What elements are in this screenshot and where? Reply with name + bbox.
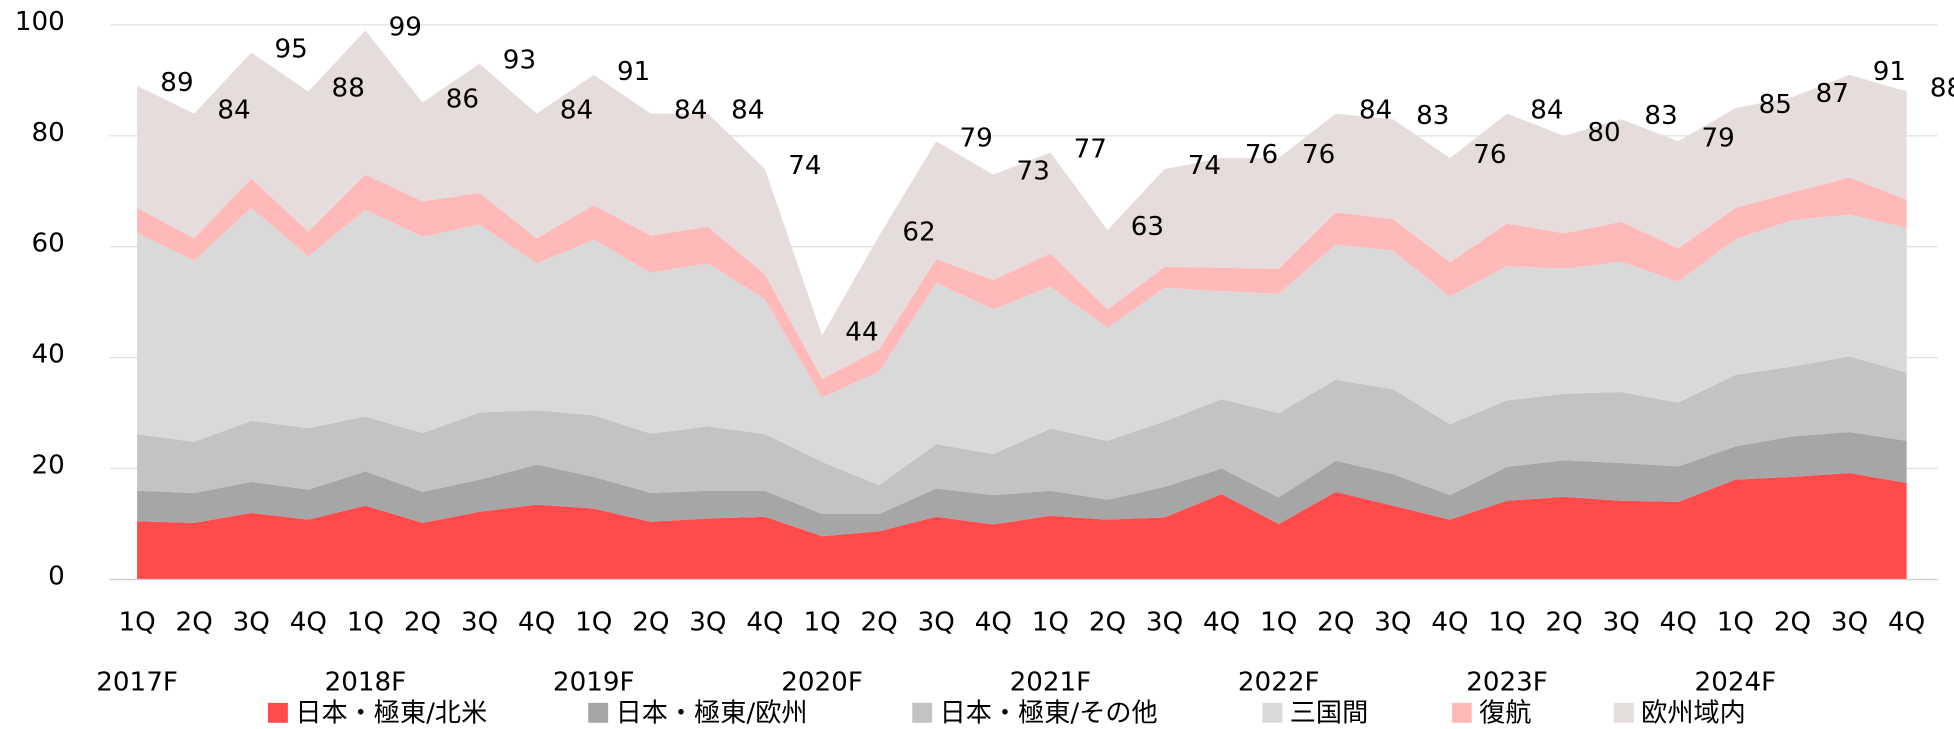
x-tick-label: 2Q <box>1546 608 1583 638</box>
x-tick-label: 3Q <box>689 608 726 638</box>
x-tick-label: 2Q <box>176 608 213 638</box>
x-tick-label: 4Q <box>290 608 327 638</box>
x-tick-label: 3Q <box>1603 608 1640 638</box>
year-label: 2022F <box>1238 667 1320 697</box>
x-tick-label: 4Q <box>1888 608 1925 638</box>
x-tick-label: 2Q <box>632 608 669 638</box>
total-label: 84 <box>731 96 764 126</box>
x-tick-label: 1Q <box>118 608 155 638</box>
total-label: 84 <box>1359 96 1392 126</box>
total-label: 76 <box>1302 140 1335 170</box>
legend-label: 日本・極東/その他 <box>940 699 1158 729</box>
total-label: 93 <box>503 46 536 76</box>
total-label: 88 <box>332 73 365 103</box>
area <box>137 174 1907 398</box>
x-tick-label: 1Q <box>347 608 384 638</box>
x-tick-label: 4Q <box>746 608 783 638</box>
total-label: 83 <box>1644 101 1677 131</box>
total-label: 79 <box>959 123 992 153</box>
total-label: 91 <box>1873 57 1906 87</box>
x-tick-label: 1Q <box>1260 608 1297 638</box>
x-tick-label: 3Q <box>1831 608 1868 638</box>
total-label: 84 <box>674 96 707 126</box>
y-tick-label: 0 <box>48 561 65 591</box>
legend-swatch <box>1451 702 1472 723</box>
x-tick-label: 1Q <box>803 608 840 638</box>
year-label: 2018F <box>325 667 407 697</box>
total-label: 84 <box>560 96 593 126</box>
legend-label: 三国間 <box>1290 699 1368 729</box>
legend-label: 日本・極東/北米 <box>295 699 487 729</box>
legend-swatch <box>912 702 933 723</box>
x-tick-label: 2Q <box>1089 608 1126 638</box>
x-tick-label: 2Q <box>1774 608 1811 638</box>
x-tick-label: 1Q <box>1717 608 1754 638</box>
x-tick-label: 4Q <box>1431 608 1468 638</box>
total-label: 80 <box>1587 118 1620 148</box>
year-label: 2021F <box>1010 667 1092 697</box>
area <box>137 472 1907 580</box>
legend-label: 日本・極東/欧州 <box>616 699 808 729</box>
x-tick-label: 3Q <box>918 608 955 638</box>
total-label: 89 <box>160 68 193 98</box>
x-tick-label: 2Q <box>404 608 441 638</box>
year-label: 2023F <box>1466 667 1548 697</box>
legend-label: 欧州域内 <box>1641 699 1746 729</box>
x-tick-label: 3Q <box>1146 608 1183 638</box>
area <box>137 356 1907 515</box>
y-tick-label: 40 <box>32 340 65 370</box>
total-label: 87 <box>1816 79 1849 109</box>
x-tick-label: 4Q <box>518 608 555 638</box>
x-tick-label: 1Q <box>1488 608 1525 638</box>
total-label: 73 <box>1017 157 1050 187</box>
legend-label: 復航 <box>1479 699 1531 729</box>
legend-swatch <box>267 702 288 723</box>
total-label: 79 <box>1702 123 1735 153</box>
year-label: 2017F <box>96 667 178 697</box>
x-tick-label: 1Q <box>1032 608 1069 638</box>
total-label: 83 <box>1416 101 1449 131</box>
x-tick-label: 4Q <box>975 608 1012 638</box>
x-tick-label: 3Q <box>1374 608 1411 638</box>
legend-swatch <box>1262 702 1283 723</box>
year-label: 2019F <box>553 667 635 697</box>
legend-swatch <box>588 702 609 723</box>
total-label: 74 <box>788 151 821 181</box>
total-label: 85 <box>1759 90 1792 120</box>
total-label: 95 <box>274 35 307 65</box>
total-label: 76 <box>1473 140 1506 170</box>
x-tick-label: 3Q <box>233 608 270 638</box>
x-tick-label: 2Q <box>861 608 898 638</box>
total-label: 91 <box>617 57 650 87</box>
total-label: 86 <box>446 85 479 115</box>
x-tick-label: 1Q <box>575 608 612 638</box>
total-label: 62 <box>902 218 935 248</box>
y-tick-label: 100 <box>15 7 65 37</box>
total-label: 88 <box>1930 73 1954 103</box>
x-tick-label: 2Q <box>1317 608 1354 638</box>
y-tick-label: 60 <box>32 229 65 259</box>
total-label: 84 <box>1530 96 1563 126</box>
total-label: 84 <box>217 96 250 126</box>
x-tick-label: 4Q <box>1660 608 1697 638</box>
area <box>137 431 1907 537</box>
area <box>137 30 1907 379</box>
total-label: 77 <box>1074 134 1107 164</box>
x-tick-label: 3Q <box>461 608 498 638</box>
total-label: 76 <box>1245 140 1278 170</box>
total-label: 99 <box>389 12 422 42</box>
x-tick-label: 4Q <box>1203 608 1240 638</box>
year-label: 2024F <box>1695 667 1777 697</box>
y-tick-label: 80 <box>32 118 65 148</box>
legend-swatch <box>1613 702 1634 723</box>
y-tick-label: 20 <box>32 451 65 481</box>
area <box>137 207 1907 486</box>
total-label: 63 <box>1131 212 1164 242</box>
year-label: 2020F <box>781 667 863 697</box>
total-label: 44 <box>845 317 878 347</box>
total-label: 74 <box>1188 151 1221 181</box>
